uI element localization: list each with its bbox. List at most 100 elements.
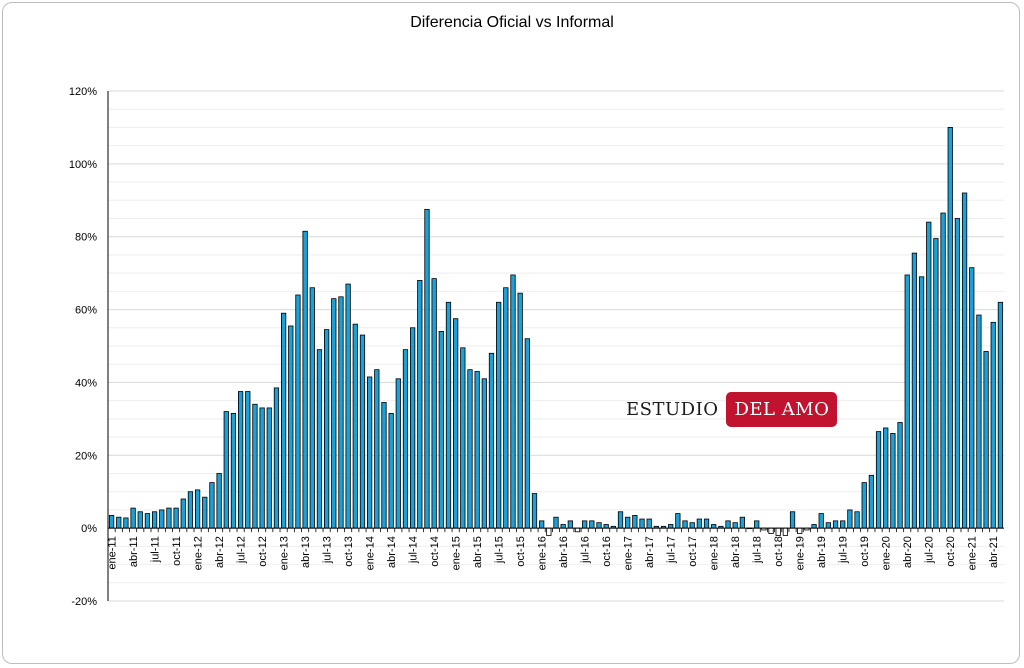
bar-27 — [302, 230, 308, 529]
bar-58 — [524, 338, 530, 529]
bar-32 — [338, 296, 344, 529]
x-tick-label: abr-21 — [988, 536, 1000, 568]
y-tick-label: 60% — [75, 305, 97, 317]
y-tick-label: 0% — [81, 523, 97, 535]
x-axis: ene-11 abr-11 jul-11 oct-11 ene-12 abr-12 jul-… — [107, 527, 1004, 570]
bar-16 — [223, 411, 229, 529]
bar-62 — [553, 516, 559, 529]
x-tick-label: ene-20 — [881, 536, 893, 570]
x-tick-label: ene-14 — [365, 536, 377, 570]
y-tick-label: 120% — [69, 86, 97, 98]
bar-14 — [209, 482, 215, 529]
bar-53 — [488, 352, 495, 529]
bar-81 — [689, 522, 695, 529]
bar-115 — [933, 238, 939, 529]
bar-2 — [123, 517, 129, 529]
bars — [108, 127, 1004, 536]
x-tick-label: jul-18 — [752, 536, 764, 564]
logo-text-estudio: ESTUDIO — [626, 398, 719, 420]
bar-28 — [309, 287, 315, 529]
bar-94 — [782, 527, 788, 536]
x-tick-label: oct-18 — [773, 536, 785, 567]
x-tick-label: jul-19 — [838, 536, 850, 564]
x-tick-label: ene-16 — [537, 536, 549, 570]
bar-5 — [144, 513, 151, 529]
bar-61 — [546, 527, 552, 536]
bar-60 — [539, 520, 545, 529]
x-tick-label: jul-17 — [666, 536, 678, 564]
bar-67 — [589, 520, 595, 529]
bar-55 — [503, 287, 509, 529]
bar-108 — [883, 427, 889, 529]
x-tick-label: abr-16 — [558, 536, 570, 568]
x-tick-label: abr-19 — [816, 536, 828, 568]
bar-117 — [947, 127, 953, 529]
chart-title: Diferencia Oficial vs Informal — [410, 14, 614, 31]
bar-7 — [159, 509, 165, 529]
bar-12 — [194, 489, 201, 529]
bar-44 — [424, 208, 430, 529]
bar-31 — [331, 298, 337, 529]
bar-78 — [668, 524, 674, 529]
x-tick-label: oct-13 — [343, 536, 355, 567]
estudio-del-amo-logo: ESTUDIO DEL AMO — [626, 390, 838, 428]
y-tick-label: 40% — [75, 377, 97, 389]
bar-75 — [646, 518, 652, 529]
bar-107 — [875, 431, 882, 529]
x-tick-label: abr-18 — [730, 536, 742, 568]
bar-123 — [990, 321, 996, 529]
x-tick-label: ene-21 — [967, 536, 979, 570]
bar-37 — [374, 369, 380, 529]
x-tick-label: oct-17 — [687, 536, 699, 567]
bar-99 — [818, 513, 824, 529]
bar-52 — [481, 378, 487, 529]
x-tick-label: ene-11 — [107, 536, 119, 569]
bar-59 — [531, 493, 538, 529]
x-tick-label: oct-19 — [859, 536, 871, 567]
bar-86 — [725, 520, 731, 529]
bar-74 — [639, 518, 645, 529]
x-tick-label: oct-11 — [171, 536, 183, 566]
bar-82 — [696, 518, 702, 529]
bar-119 — [961, 192, 968, 529]
bar-6 — [151, 511, 158, 529]
x-tick-label: ene-13 — [279, 536, 291, 570]
bar-39 — [388, 412, 394, 529]
bar-47 — [445, 301, 452, 529]
bar-34 — [352, 323, 358, 529]
bar-79 — [675, 513, 681, 529]
x-tick-label: oct-20 — [945, 536, 957, 567]
bar-3 — [130, 507, 136, 529]
logo-text-del-amo: DEL AMO — [726, 391, 838, 427]
x-tick-label: ene-15 — [451, 536, 463, 570]
bar-50 — [467, 369, 473, 529]
bar-101 — [832, 520, 839, 529]
bar-112 — [911, 252, 918, 529]
bar-100 — [825, 522, 832, 529]
bar-113 — [918, 276, 925, 529]
bar-17 — [230, 412, 237, 529]
bar-29 — [316, 349, 323, 529]
x-tick-label: oct-12 — [257, 536, 269, 567]
bar-68 — [596, 522, 602, 529]
x-tick-label: jul-14 — [408, 536, 420, 564]
bar-111 — [904, 274, 910, 529]
bar-120 — [969, 267, 975, 529]
bar-36 — [367, 376, 373, 529]
bar-69 — [603, 524, 609, 529]
bar-54 — [496, 301, 502, 529]
bar-106 — [868, 474, 875, 529]
bar-88 — [739, 516, 745, 529]
bar-104 — [854, 511, 860, 529]
x-tick-label: jul-12 — [236, 536, 248, 564]
bar-121 — [976, 314, 982, 529]
bar-15 — [216, 473, 222, 529]
bar-8 — [166, 507, 172, 529]
bar-21 — [259, 407, 265, 529]
bar-109 — [890, 433, 896, 529]
bar-23 — [273, 387, 280, 529]
bar-116 — [940, 212, 946, 529]
bar-114 — [926, 221, 932, 529]
bar-103 — [847, 509, 853, 529]
